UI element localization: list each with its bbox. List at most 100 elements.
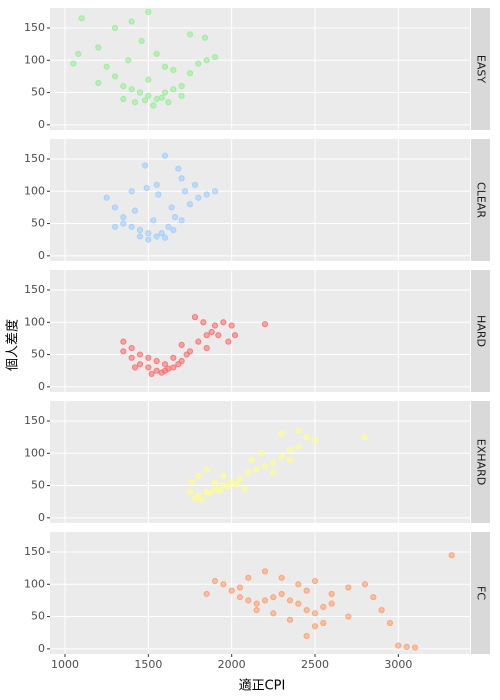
point <box>211 485 219 492</box>
point <box>378 607 385 614</box>
point <box>141 162 149 169</box>
point <box>211 577 219 585</box>
y-tick-label: 0 <box>38 511 45 524</box>
y-tick-label: 50 <box>31 348 45 361</box>
point <box>345 613 352 620</box>
point <box>236 594 244 601</box>
point <box>198 496 205 503</box>
strip-background <box>471 270 490 392</box>
point <box>153 357 160 365</box>
point <box>320 619 327 627</box>
point <box>145 354 152 361</box>
point <box>111 204 119 211</box>
strip-background <box>471 139 490 261</box>
point <box>206 490 214 497</box>
y-axis-title: 個人差度 <box>5 319 21 371</box>
point <box>136 361 144 368</box>
point <box>175 165 182 172</box>
point <box>203 590 210 598</box>
point <box>145 364 152 371</box>
point <box>128 18 135 25</box>
point <box>120 220 127 227</box>
point <box>295 443 302 450</box>
y-tick-label: 0 <box>38 380 45 393</box>
point <box>125 57 132 64</box>
point <box>225 338 232 345</box>
point <box>261 321 269 328</box>
point <box>186 70 194 77</box>
y-tick-label: 100 <box>24 53 45 66</box>
point <box>236 476 244 483</box>
point <box>145 236 152 243</box>
point <box>328 590 335 598</box>
point <box>191 314 199 321</box>
strip-label: EXHARD <box>475 439 488 485</box>
point <box>311 623 319 630</box>
point <box>153 50 160 57</box>
strip-background <box>471 532 490 654</box>
point <box>248 456 255 463</box>
point <box>220 482 227 489</box>
strip-background <box>471 8 490 130</box>
panel-background <box>50 401 470 523</box>
point <box>220 472 227 479</box>
point <box>150 102 157 109</box>
point <box>311 610 319 617</box>
point <box>171 214 179 221</box>
point <box>270 469 277 476</box>
y-tick-label: 100 <box>24 577 45 590</box>
point <box>153 95 160 103</box>
point <box>186 31 194 38</box>
point <box>311 437 319 444</box>
point <box>128 354 135 361</box>
point <box>208 328 215 336</box>
point <box>131 207 139 214</box>
point <box>328 600 335 607</box>
point <box>236 584 244 591</box>
point <box>295 427 302 434</box>
point <box>216 487 224 494</box>
point <box>200 319 207 326</box>
point <box>145 8 152 15</box>
point <box>148 370 155 378</box>
point <box>131 99 139 106</box>
point <box>195 338 202 345</box>
point <box>161 152 169 159</box>
point <box>145 76 152 83</box>
point <box>153 233 160 240</box>
point <box>158 369 165 376</box>
point <box>136 233 144 240</box>
strip-label: EASY <box>475 55 488 83</box>
y-tick-label: 100 <box>24 315 45 328</box>
y-tick-label: 50 <box>31 217 45 230</box>
point <box>220 581 227 588</box>
y-tick-label: 50 <box>31 86 45 99</box>
point <box>245 597 252 604</box>
point <box>120 83 127 90</box>
point <box>170 364 177 371</box>
point <box>111 73 119 80</box>
point <box>136 89 144 96</box>
strip-label: CLEAR <box>475 182 488 218</box>
point <box>245 574 252 581</box>
point <box>175 361 182 368</box>
point <box>186 488 194 496</box>
point <box>165 99 172 106</box>
point <box>136 226 144 234</box>
point <box>228 322 235 329</box>
y-tick-label: 150 <box>24 21 45 34</box>
point <box>220 319 227 326</box>
x-tick-label: 2000 <box>218 658 246 671</box>
point <box>188 479 195 486</box>
point <box>78 15 85 22</box>
y-tick-label: 150 <box>24 283 45 296</box>
point <box>261 463 269 470</box>
point <box>215 332 222 339</box>
point <box>278 590 285 598</box>
y-tick-label: 100 <box>24 184 45 197</box>
point <box>128 188 135 195</box>
point <box>161 234 169 241</box>
point <box>128 223 135 230</box>
point <box>170 354 177 361</box>
